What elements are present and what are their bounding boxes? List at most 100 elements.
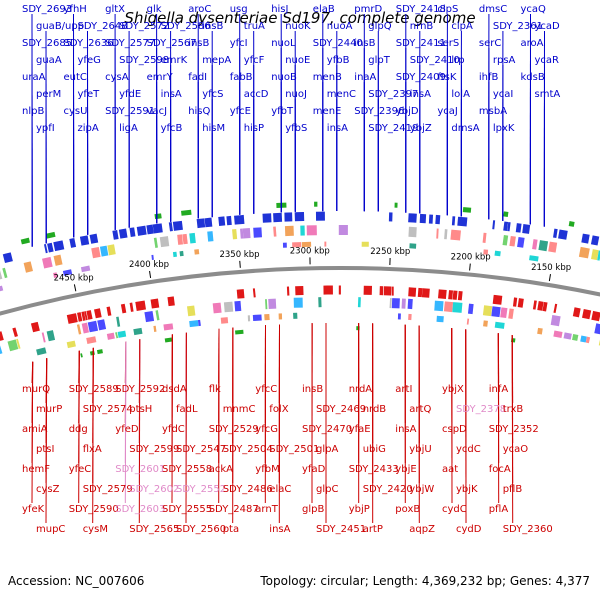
kbp-ticks: 2450 kbp 2400 kbp 2350 kbp 2300 kbp 2250 kbp… — [54, 246, 571, 292]
feature-block — [591, 249, 599, 261]
gene-label: SDY_2565 — [129, 524, 179, 535]
track-reverse-genes — [0, 285, 600, 341]
gene-label: SDY_2592 — [115, 384, 165, 395]
feature-block — [12, 327, 18, 338]
feature-block — [500, 307, 508, 319]
gene-label: insA — [395, 424, 416, 435]
feature-block — [582, 308, 592, 320]
feature-block — [509, 235, 516, 247]
gene-label: cysZ — [36, 484, 60, 495]
gene-label: artI — [395, 384, 412, 395]
feature-block — [77, 312, 83, 322]
gene-label: SDY_2501 — [269, 444, 319, 455]
tick-label: 2450 kbp — [54, 273, 94, 283]
gene-label: SDY_2590 — [69, 504, 119, 515]
feature-block — [585, 336, 591, 344]
gene-label: ihfB — [479, 72, 499, 83]
gene-label: SDY_2451 — [316, 524, 366, 535]
gene-label: yfbM — [255, 464, 279, 475]
track-gc-top — [20, 201, 575, 245]
gene-label: yfcE — [230, 106, 251, 117]
feature-block — [572, 307, 581, 318]
gene-label: SDY_2504 — [223, 444, 273, 455]
gene-label: nuoA — [327, 21, 353, 32]
gene-label: SDY_2361 — [493, 21, 543, 32]
gene-label: flk — [209, 384, 221, 395]
gene-label: focA — [489, 464, 511, 475]
gene-label: trxB — [503, 404, 524, 415]
gene-label: insB — [188, 38, 209, 49]
feature-block — [66, 340, 76, 349]
feature-block — [69, 237, 77, 248]
gene-label: elaC — [269, 484, 291, 495]
feature-block — [62, 269, 73, 276]
gene-label: ptsH — [129, 404, 152, 415]
feature-block — [515, 223, 522, 233]
gene-label: elaB — [313, 4, 335, 15]
feature-block — [517, 298, 524, 308]
gene-label: yfeC — [69, 464, 92, 475]
gene-label: glpC — [316, 484, 338, 495]
leader-line — [92, 347, 94, 524]
gene-label: aqpZ — [409, 524, 435, 535]
feature-block — [220, 317, 229, 324]
gene-label: eutC — [64, 72, 87, 83]
gene-label: vacJ — [147, 106, 168, 117]
feature-tracks — [0, 201, 600, 358]
feature-block — [510, 338, 516, 343]
gene-label: nuoJ — [285, 89, 307, 100]
gene-label: ptsI — [36, 444, 54, 455]
feature-block — [189, 320, 199, 328]
feature-block — [96, 349, 103, 355]
accession-text: Accession: NC_007606 — [8, 574, 145, 588]
gene-label: SDY_2602 — [129, 484, 179, 495]
gene-label: ybjK — [456, 484, 478, 495]
gene-label: lrp — [451, 55, 464, 66]
gene-label: glpQ — [368, 21, 391, 32]
feature-block — [236, 289, 245, 299]
feature-block — [408, 213, 417, 223]
gene-label: SDY_2555 — [162, 504, 212, 515]
gene-label: SDY_2487 — [209, 504, 259, 515]
gene-label: pflA — [489, 504, 509, 515]
tick-label: 2300 kbp — [290, 246, 330, 256]
gene-label: yfeT — [78, 89, 101, 100]
gene-label: yfcC — [255, 384, 277, 395]
gene-label: aroA — [521, 38, 544, 49]
backbone-arc — [0, 266, 600, 316]
gene-label: yfeD — [115, 424, 139, 435]
feature-block — [30, 321, 40, 333]
gene-label: ycaQ — [521, 4, 547, 15]
gene-label: smtA — [535, 89, 561, 100]
gene-label: poxB — [395, 504, 420, 515]
gene-label: hisQ — [188, 106, 210, 117]
gene-label: nlpB — [22, 106, 44, 117]
feature-block — [117, 330, 127, 338]
gene-label: clpA — [451, 21, 473, 32]
feature-block — [532, 239, 538, 250]
gene-label: glk — [147, 4, 162, 15]
feature-block — [36, 347, 47, 356]
gene-label: SDY_2599 — [129, 444, 179, 455]
feature-block — [0, 285, 4, 292]
feature-block — [154, 213, 162, 220]
feature-block — [2, 267, 8, 279]
gene-label: SDY_2598 — [119, 55, 169, 66]
gene-label: nrnB — [410, 21, 434, 32]
feature-block — [97, 319, 107, 331]
feature-block — [538, 240, 549, 252]
gene-label: SDY_2397 — [368, 89, 418, 100]
feature-block — [0, 345, 3, 354]
genome-summary-text: Topology: circular; Length: 4,369,232 bp… — [260, 574, 590, 588]
feature-block — [550, 314, 561, 327]
feature-block — [450, 229, 461, 241]
feature-block — [93, 308, 102, 319]
gene-label: guaB/upp — [36, 21, 84, 32]
gene-label: usg — [230, 4, 248, 15]
gene-label: fadL — [176, 404, 198, 415]
gene-label: artP — [363, 524, 383, 535]
gene-label: pmrD — [354, 4, 382, 15]
feature-block — [503, 211, 509, 217]
track-forward-cog — [0, 224, 600, 280]
gene-label: yfaD — [302, 464, 326, 475]
